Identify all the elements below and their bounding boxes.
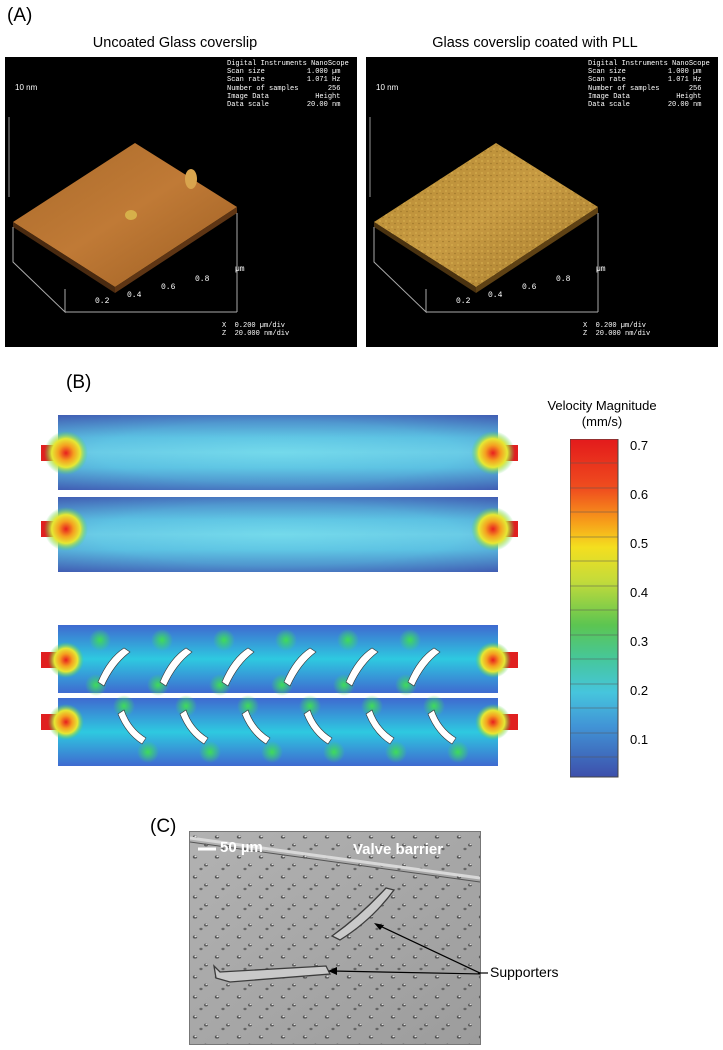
scale-bar-label: 50 µm (220, 839, 263, 856)
afm-left-unit: µm (235, 265, 245, 274)
valve-barrier-label: Valve barrier (353, 841, 444, 858)
supporters-arrow-tail (478, 972, 488, 974)
colorbar (570, 439, 619, 778)
panel-a-label: (A) (7, 5, 33, 26)
colorbar-tick-0.4: 0.4 (630, 585, 649, 600)
micrograph: 50 µm Valve barrier (189, 831, 481, 1045)
colorbar-tick-0.3: 0.3 (630, 634, 649, 649)
colorbar-tick-0.5: 0.5 (630, 536, 649, 551)
colorbar-title: Velocity Magnitude (mm/s) (542, 398, 662, 430)
afm-left-surface-plot (8, 117, 238, 314)
flow-simulation (41, 415, 518, 766)
valve-leaflets-top (85, 629, 441, 696)
afm-right-unit: µm (596, 265, 606, 274)
afm-right-height-label: 10 nm (376, 83, 399, 92)
straight-channel-1 (41, 415, 518, 490)
supporters-label: Supporters (490, 964, 559, 980)
afm-left-scale: X 0.200 µm/div Z 20.000 nm/div (222, 322, 290, 339)
colorbar-tick-0.7: 0.7 (630, 438, 649, 453)
straight-channel-2 (41, 497, 518, 572)
afm-right-scale: X 0.200 µm/div Z 20.000 nm/div (583, 322, 651, 339)
colorbar-title-line1: Velocity Magnitude (547, 398, 657, 413)
afm-right-surface-plot (369, 117, 599, 314)
valve-leaflets-bottom (113, 695, 469, 763)
colorbar-title-line2: (mm/s) (581, 414, 623, 429)
colorbar-tick-0.6: 0.6 (630, 487, 649, 502)
afm-right-tick-1: 0.4 (488, 291, 503, 300)
afm-left-height-label: 10 nm (15, 83, 38, 92)
afm-left-title: Uncoated Glass coverslip (92, 35, 258, 51)
afm-right-image: 10 nm Digital Instruments NanoScope Scan… (366, 57, 718, 347)
colorbar-tick-0.1: 0.1 (630, 732, 649, 747)
afm-right-tick-2: 0.6 (522, 283, 537, 292)
panel-c-label: (C) (150, 816, 177, 837)
afm-right-info: Digital Instruments NanoScope Scan size … (588, 60, 710, 110)
afm-left-info: Digital Instruments NanoScope Scan size … (227, 60, 349, 110)
afm-right-title: Glass coverslip coated with PLL (432, 35, 638, 51)
afm-left-tick-3: 0.8 (195, 275, 210, 284)
afm-left-tick-1: 0.4 (127, 291, 142, 300)
panel-b-label: (B) (66, 372, 92, 393)
afm-right-tick-3: 0.8 (556, 275, 571, 284)
afm-left-tick-2: 0.6 (161, 283, 176, 292)
micrograph-image (190, 832, 480, 1044)
afm-right-tick-0: 0.2 (456, 297, 471, 306)
afm-left-tick-0: 0.2 (95, 297, 110, 306)
afm-left-image: 10 nm Digital Instruments NanoScope Scan… (5, 57, 357, 347)
colorbar-tick-0.2: 0.2 (630, 683, 649, 698)
